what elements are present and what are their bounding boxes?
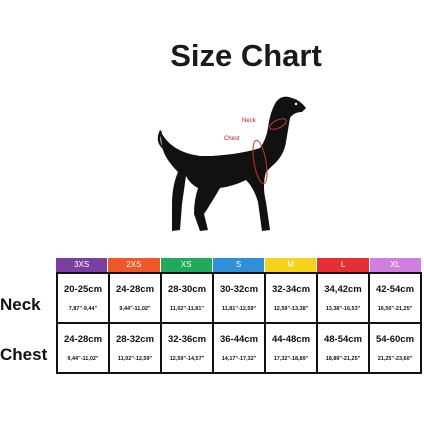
cm-value: 24-28cm <box>63 334 103 346</box>
cm-value: 44-48cm <box>271 334 311 346</box>
size-header-row: 3XS 2XS XS S M L XL <box>56 258 422 272</box>
table-cell: 28-32cm 11,02"-12,59" <box>110 324 162 372</box>
inch-value: 12,59"-13,38" <box>273 305 309 312</box>
cm-value: 30-32cm <box>219 284 259 296</box>
cm-value: 32-36cm <box>167 334 207 346</box>
table-cell: 24-28cm 9,44"-11,02" <box>110 274 162 322</box>
row-label-chest: Chest <box>0 345 48 364</box>
table-cell: 30-32cm 11,81"-12,59" <box>214 274 266 322</box>
cm-value: 24-28cm <box>115 284 155 296</box>
table-cell: 32-34cm 12,59"-13,38" <box>266 274 318 322</box>
table-cell: 20-25cm 7,87"-9,44" <box>56 274 110 322</box>
cm-value: 42-54cm <box>375 284 415 296</box>
size-label-m: M <box>265 258 318 272</box>
table-cell: 42-54cm 16,50"-21,25" <box>370 274 422 322</box>
inch-value: 17,32"-18,89" <box>273 355 309 362</box>
cm-value: 36-44cm <box>219 334 259 346</box>
cm-value: 28-32cm <box>115 334 155 346</box>
table-cell: 44-48cm 17,32"-18,89" <box>266 324 318 372</box>
chest-row: 24-28cm 9,44"-11,02" 28-32cm 11,02"-12,59" 3… <box>56 322 422 374</box>
inch-value: 13,38"-16,53" <box>325 305 361 312</box>
size-label-xl: XL <box>369 258 422 272</box>
inch-value: 11,02"-12,59" <box>117 355 153 362</box>
inch-value: 14,17"-17,32" <box>221 355 257 362</box>
cm-value: 28-30cm <box>167 284 207 296</box>
table-cell: 28-30cm 11,02"-11,81" <box>162 274 214 322</box>
cm-value: 48-54cm <box>323 334 363 346</box>
inch-value: 9,44"-11,02" <box>67 355 99 362</box>
table-cell: 54-60cm 21,25"-23,60" <box>370 324 422 372</box>
cm-value: 54-60cm <box>375 334 415 346</box>
inch-value: 12,59"-14,57" <box>169 355 205 362</box>
row-label-neck: Neck <box>0 295 41 314</box>
neck-callout: Neck <box>242 118 256 124</box>
inch-value: 7,87"-9,44" <box>68 305 98 312</box>
dog-silhouette-icon <box>157 96 306 232</box>
page-title: Size Chart <box>170 38 322 73</box>
size-table: 3XS 2XS XS S M L XL 20-25cm 7,87"-9,44" 24-28cm 9… <box>56 258 422 374</box>
inch-value: 11,81"-12,59" <box>221 305 257 312</box>
size-label-2xs: 2XS <box>108 258 161 272</box>
table-cell: 32-36cm 12,59"-14,57" <box>162 324 214 372</box>
size-label-3xs: 3XS <box>56 258 109 272</box>
size-label-xs: XS <box>160 258 213 272</box>
inch-value: 9,44"-11,02" <box>119 305 151 312</box>
size-label-l: L <box>317 258 370 272</box>
dog-illustration: Neck Chest <box>150 90 310 240</box>
table-cell: 48-54cm 18,89"-21,25" <box>318 324 370 372</box>
cm-value: 32-34cm <box>271 284 311 296</box>
table-cell: 36-44cm 14,17"-17,32" <box>214 324 266 372</box>
size-label-s: S <box>212 258 266 272</box>
inch-value: 18,89"-21,25" <box>325 355 361 362</box>
inch-value: 21,25"-23,60" <box>377 355 413 362</box>
inch-value: 16,50"-21,25" <box>377 305 413 312</box>
table-cell: 34,42cm 13,38"-16,53" <box>318 274 370 322</box>
chest-callout: Chest <box>224 136 240 142</box>
cm-value: 34,42cm <box>324 284 362 296</box>
neck-row: 20-25cm 7,87"-9,44" 24-28cm 9,44"-11,02" 28-… <box>56 272 422 322</box>
table-cell: 24-28cm 9,44"-11,02" <box>56 324 110 372</box>
cm-value: 20-25cm <box>63 284 103 296</box>
inch-value: 11,02"-11,81" <box>170 305 204 312</box>
